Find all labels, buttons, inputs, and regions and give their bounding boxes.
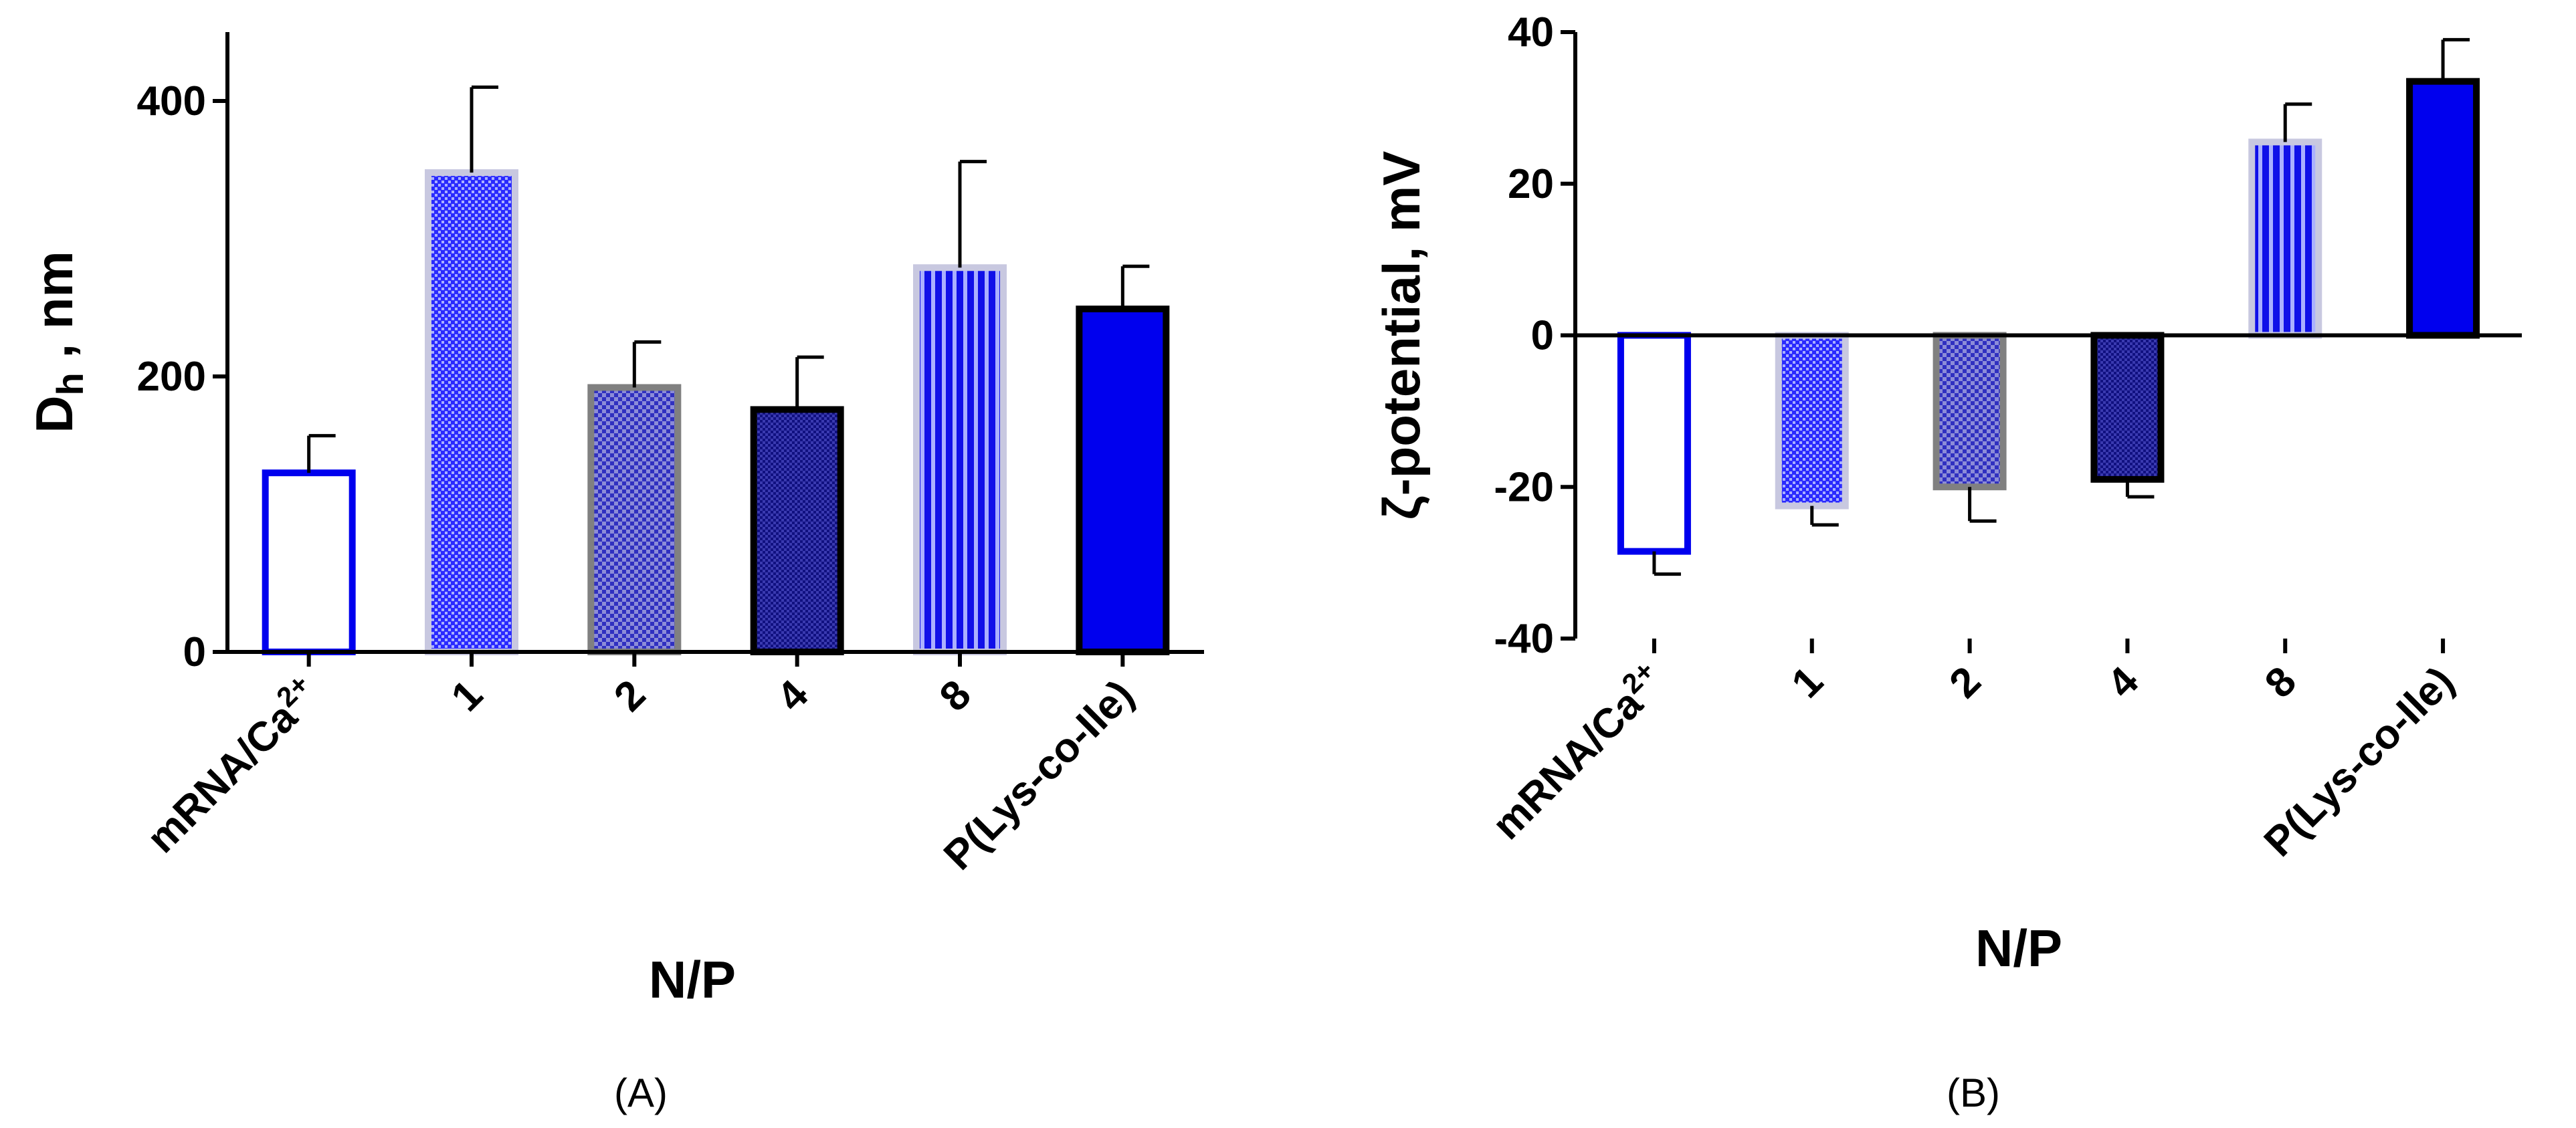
y-tick-label: 40 <box>1508 9 1554 55</box>
bar <box>750 406 844 655</box>
y-tick-label: -20 <box>1494 464 1554 510</box>
x-tick-label: 8 <box>2256 658 2305 707</box>
bar <box>2090 332 2165 483</box>
bar <box>1617 332 1691 555</box>
bar <box>1076 306 1170 655</box>
x-tick-label: mRNA/Ca2+ <box>1480 655 1674 849</box>
y-axis-title: Dh , nm <box>25 251 91 433</box>
y-tick-label: 20 <box>1508 161 1554 207</box>
panel-label-b: (B) <box>1947 1070 2000 1115</box>
x-tick-label: 1 <box>443 671 492 720</box>
panel-label-a: (A) <box>614 1070 668 1115</box>
bar <box>1775 332 1849 510</box>
bar <box>2248 138 2322 339</box>
bar <box>913 264 1007 655</box>
x-tick-label: 1 <box>1783 658 1831 707</box>
x-tick-label: 8 <box>931 671 980 720</box>
bar <box>1933 332 2007 491</box>
y-tick-label: 0 <box>1531 313 1554 359</box>
y-tick-label: 200 <box>137 354 206 400</box>
x-axis-title: N/P <box>649 950 736 1009</box>
y-tick-label: -40 <box>1494 616 1554 662</box>
bar <box>425 169 518 655</box>
bar <box>2406 78 2480 339</box>
y-axis-title: ζ-potential, mV <box>1372 151 1431 520</box>
x-tick-label: mRNA/Ca2+ <box>135 668 329 862</box>
x-tick-label: 4 <box>768 671 817 721</box>
y-tick-label: 0 <box>183 629 206 675</box>
y-tick-label: 400 <box>137 78 206 124</box>
bar <box>262 469 356 655</box>
x-tick-label: 4 <box>2098 658 2148 707</box>
x-tick-label: 2 <box>605 671 654 720</box>
x-tick-label: 2 <box>1941 658 1989 707</box>
bar <box>587 384 682 655</box>
x-axis-title: N/P <box>1975 919 2062 978</box>
